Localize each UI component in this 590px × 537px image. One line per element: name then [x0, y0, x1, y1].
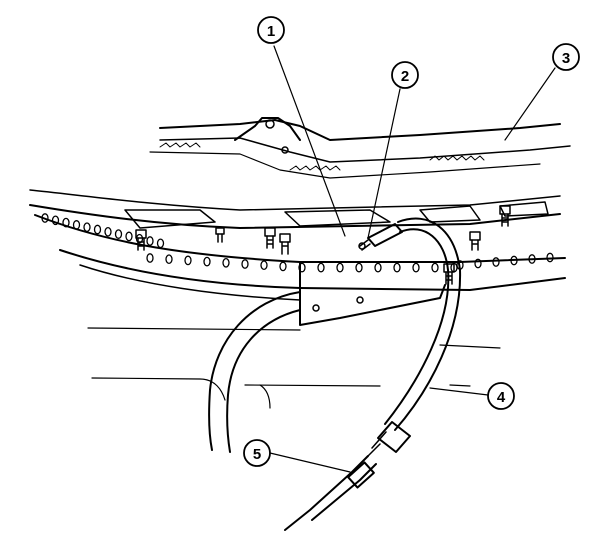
bolts — [135, 205, 511, 285]
frame-hole — [156, 238, 165, 249]
frame-hole — [146, 236, 154, 246]
hose-loop — [208, 291, 301, 453]
frame-hole — [260, 260, 268, 271]
frame-hole — [125, 231, 133, 242]
frame-hole — [203, 256, 211, 267]
frame-hole — [528, 254, 536, 264]
fitting-valve — [358, 223, 403, 251]
callout-1: 1 — [257, 16, 285, 44]
frame-hole — [72, 220, 81, 230]
bolt — [279, 233, 291, 255]
callout-label-4: 4 — [497, 389, 506, 406]
leader-lines — [269, 45, 556, 473]
frame-hole — [184, 255, 192, 266]
frame-hole — [51, 215, 60, 226]
frame-hole — [83, 222, 91, 233]
frame-hole — [393, 262, 401, 273]
frame-hole — [114, 229, 123, 239]
frame-hole — [41, 213, 49, 223]
callout-4: 4 — [487, 382, 515, 410]
frame-hole — [93, 224, 102, 235]
background-structure — [87, 327, 501, 409]
callout-2: 2 — [391, 61, 419, 89]
bolt — [499, 205, 511, 227]
frame-hole — [62, 217, 70, 228]
frame-rail — [29, 189, 566, 301]
frame-hole — [412, 262, 420, 273]
frame-hole — [431, 262, 439, 273]
frame-hole — [336, 262, 344, 273]
frame-hole — [104, 226, 112, 237]
callout-label-1: 1 — [267, 23, 275, 40]
hose — [367, 217, 462, 457]
callout-5: 5 — [243, 439, 271, 467]
bolt — [469, 231, 481, 251]
callout-label-5: 5 — [253, 446, 261, 463]
frame-hole — [492, 257, 500, 267]
frame-hole — [355, 262, 363, 273]
frame-hole — [146, 253, 154, 263]
frame-hole — [222, 257, 230, 268]
bolt — [215, 227, 225, 243]
frame-hole — [317, 262, 325, 273]
frame-hole — [374, 262, 382, 273]
mount-bracket — [299, 261, 446, 326]
frame-hole — [546, 252, 554, 263]
callout-label-2: 2 — [401, 68, 409, 85]
frame-hole — [165, 254, 173, 265]
frame-hole — [510, 255, 518, 266]
frame-holes — [41, 213, 554, 273]
frame-hole — [279, 261, 287, 272]
bolt — [135, 229, 147, 251]
frame-hole — [474, 258, 482, 269]
upper-panel — [149, 117, 571, 179]
bolt — [264, 227, 276, 249]
frame-hole — [241, 259, 249, 269]
callout-3: 3 — [552, 43, 580, 71]
supply-line — [284, 455, 377, 531]
callout-label-3: 3 — [562, 50, 570, 67]
